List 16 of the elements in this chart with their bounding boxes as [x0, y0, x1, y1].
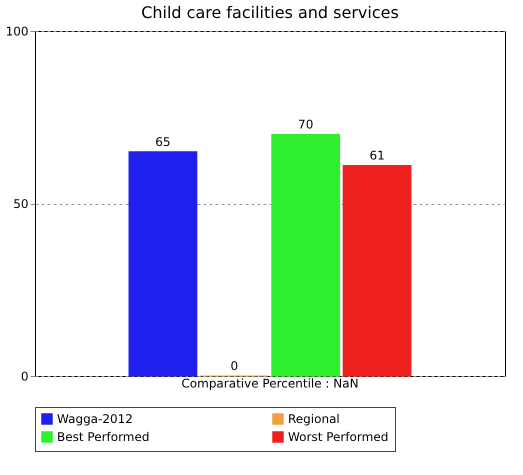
data-label: 0: [230, 359, 238, 373]
legend-label: Worst Performed: [288, 430, 388, 444]
bar: [128, 151, 198, 376]
legend-label: Regional: [288, 412, 340, 426]
x-tick-label: Comparative Percentile : NaN: [181, 376, 359, 390]
legend-label: Wagga-2012: [57, 412, 133, 426]
data-label: 70: [298, 118, 314, 132]
bar: [342, 165, 412, 376]
data-label: 61: [369, 148, 385, 163]
chart-title: Child care facilities and services: [141, 3, 399, 22]
y-tick-label: 50: [13, 197, 28, 211]
legend-label: Best Performed: [57, 430, 150, 444]
y-tick-label: 100: [6, 24, 28, 38]
y-tick-label: 0: [20, 370, 28, 384]
bar: [271, 134, 340, 376]
data-label: 65: [155, 134, 171, 149]
